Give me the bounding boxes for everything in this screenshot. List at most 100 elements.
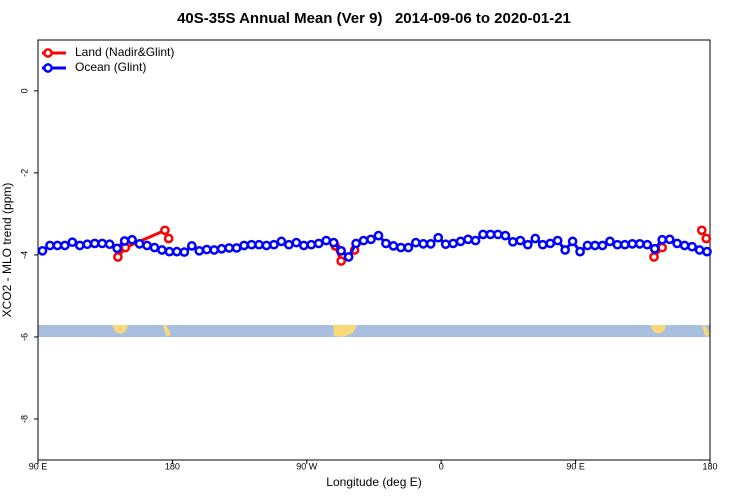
data-point: [448, 238, 458, 249]
data-point: [276, 236, 287, 247]
x-tick-label: 90 E: [29, 461, 48, 471]
map-strip: [38, 325, 710, 337]
data-point: [702, 246, 712, 257]
data-point: [381, 238, 391, 249]
data-point: [142, 240, 152, 251]
data-point: [500, 230, 511, 241]
data-point: [612, 239, 623, 250]
legend-label: Ocean (Glint): [75, 60, 146, 74]
data-point: [410, 237, 421, 248]
data-point: [560, 245, 570, 255]
data-point: [694, 245, 705, 255]
data-point: [89, 238, 100, 249]
data-point: [261, 240, 272, 251]
data-point: [701, 233, 712, 244]
data-point: [127, 234, 137, 245]
data-point: [254, 239, 264, 250]
data-point: [657, 234, 668, 245]
data-point: [433, 232, 444, 243]
data-point: [634, 238, 645, 249]
data-point: [186, 241, 197, 251]
data-point: [37, 245, 48, 256]
data-point: [425, 238, 436, 249]
data-point: [52, 240, 63, 251]
data-point: [209, 245, 220, 255]
data-point: [194, 245, 205, 256]
data-point: [582, 240, 593, 251]
data-point: [567, 236, 578, 247]
x-tick-label: 180: [165, 461, 180, 471]
data-point: [179, 247, 190, 257]
data-point: [328, 237, 339, 248]
data-point: [366, 234, 376, 245]
x-axis-label: Longitude (deg E): [326, 475, 421, 489]
legend-label: Land (Nadir&Glint): [75, 45, 174, 59]
data-point: [696, 225, 707, 236]
data-point: [590, 240, 600, 251]
data-point: [388, 241, 399, 251]
data-point: [396, 242, 406, 253]
data-point: [545, 238, 556, 249]
data-point: [679, 240, 690, 251]
data-point: [336, 245, 346, 256]
data-point: [45, 240, 55, 251]
data-point: [649, 252, 659, 262]
data-point: [201, 244, 212, 255]
x-tick-label: 180: [702, 461, 717, 471]
data-point: [485, 229, 496, 240]
data-point: [67, 237, 78, 248]
chart-title: 40S-35S Annual Mean (Ver 9) 2014-09-06 t…: [177, 10, 571, 27]
y-tick-label: -2: [19, 169, 29, 177]
data-point: [440, 239, 451, 250]
data-point: [463, 234, 473, 245]
data-point: [284, 239, 294, 250]
data-point: [119, 236, 130, 246]
data-point: [216, 243, 227, 254]
data-point: [522, 239, 533, 250]
data-point: [575, 246, 585, 257]
legend-marker: [43, 63, 53, 73]
data-point: [642, 239, 653, 250]
data-point: [164, 246, 175, 257]
data-point: [313, 238, 324, 249]
data-point: [113, 252, 123, 262]
data-point: [597, 240, 608, 251]
data-point: [160, 225, 170, 236]
data-point: [672, 238, 682, 249]
data-point: [112, 243, 122, 254]
data-point: [627, 238, 638, 249]
data-point: [358, 235, 369, 246]
y-tick-label: -8: [19, 415, 29, 423]
data-point: [373, 230, 384, 241]
data-point: [163, 233, 174, 244]
data-point: [104, 239, 115, 250]
x-tick-label: 0: [439, 461, 444, 471]
data-point: [664, 234, 675, 245]
data-point: [60, 240, 70, 251]
data-point: [172, 246, 182, 257]
data-point: [321, 235, 332, 246]
y-tick-label: 0: [19, 88, 29, 93]
data-point: [82, 239, 93, 250]
data-point: [515, 235, 526, 246]
data-point: [620, 239, 630, 250]
data-point: [530, 233, 541, 244]
data-point: [403, 242, 414, 253]
data-point: [508, 236, 518, 247]
data-point: [537, 239, 548, 250]
data-point: [269, 239, 279, 250]
data-point: [649, 243, 660, 254]
data-point: [134, 238, 145, 249]
data-point: [74, 240, 85, 251]
data-point: [246, 239, 257, 250]
data-point: [605, 236, 615, 247]
data-point: [291, 237, 302, 248]
data-point: [298, 240, 309, 251]
data-point: [478, 229, 488, 240]
data-point: [239, 240, 249, 251]
legend-marker: [43, 48, 53, 58]
data-point: [157, 245, 167, 255]
data-point: [306, 239, 317, 250]
y-tick-label: -4: [19, 251, 29, 259]
